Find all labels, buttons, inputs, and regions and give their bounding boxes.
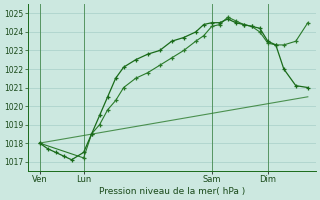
- X-axis label: Pression niveau de la mer( hPa ): Pression niveau de la mer( hPa ): [99, 187, 245, 196]
